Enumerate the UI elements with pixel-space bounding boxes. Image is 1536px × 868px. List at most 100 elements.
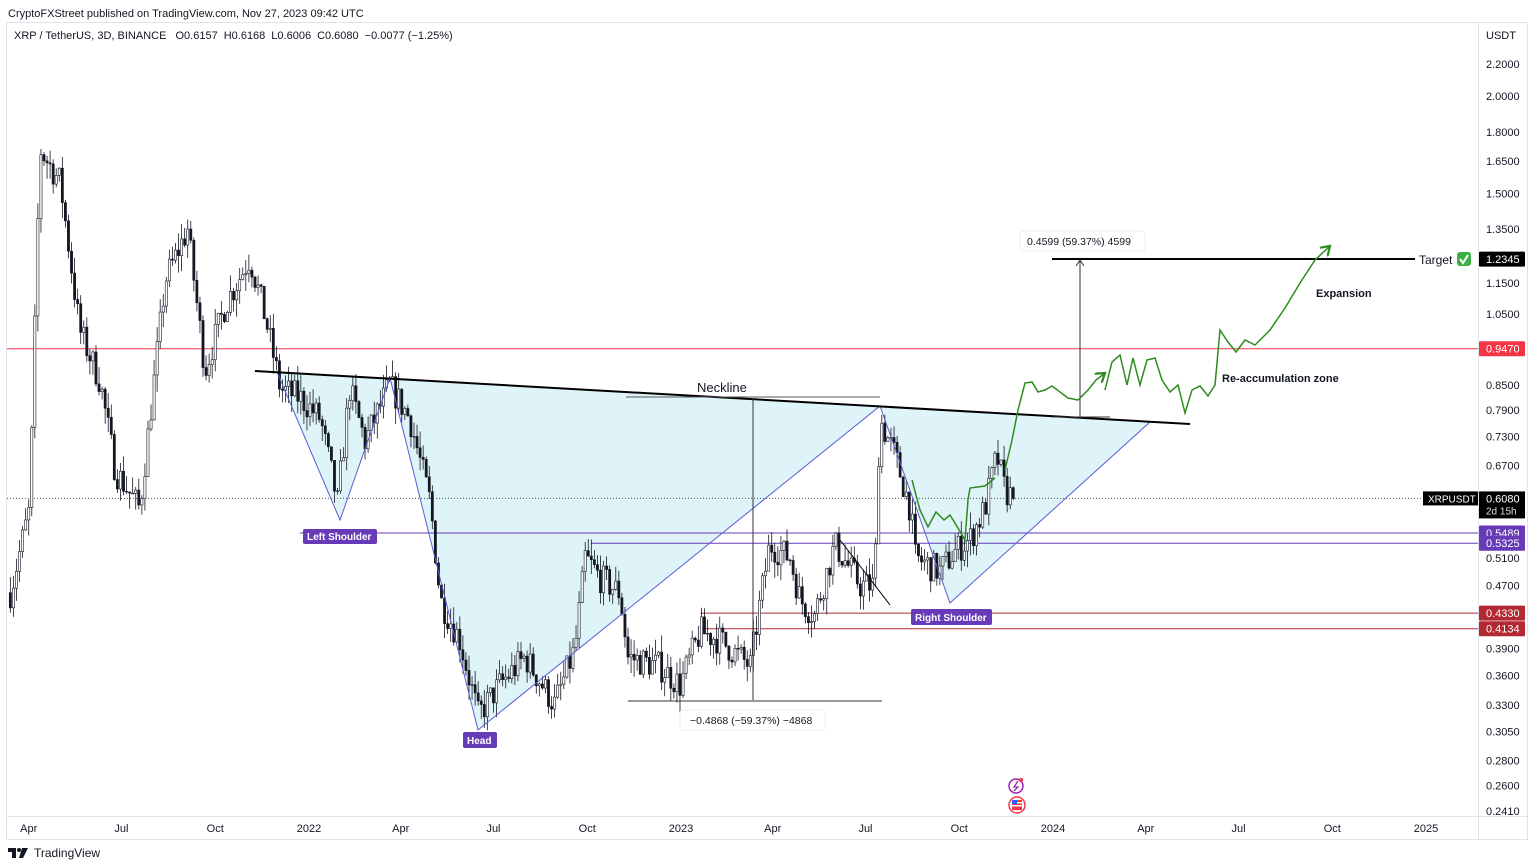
candle [171, 246, 174, 266]
candle-body [216, 312, 220, 325]
candle-body [311, 403, 315, 414]
candle [914, 501, 917, 554]
candle [981, 496, 985, 530]
candle-body [91, 351, 95, 362]
candle-body [125, 490, 128, 493]
candle [886, 435, 890, 442]
candle [932, 549, 936, 582]
measure-up-label: 0.4599 (59.37%) 4599 [1019, 230, 1146, 252]
price-tick-label: 0.2410 [1486, 806, 1520, 818]
candle-body [620, 597, 624, 615]
candle [675, 662, 679, 703]
last-price-tag: 0.6080 2d 15h [1479, 491, 1525, 519]
candle-body [333, 460, 336, 492]
candle [950, 550, 954, 570]
left-shoulder-tag[interactable]: Left Shoulder [303, 529, 377, 544]
candle [8, 577, 12, 613]
candle-body [920, 555, 923, 563]
candle-body [525, 655, 529, 673]
candle [975, 522, 978, 556]
candle-body [874, 543, 878, 579]
candle [470, 676, 474, 700]
candle [767, 534, 771, 572]
candle [131, 477, 135, 495]
candle-body [614, 580, 618, 590]
candle [547, 676, 550, 714]
head-tag[interactable]: Head [463, 732, 497, 748]
candle-body [271, 327, 275, 358]
candle [250, 266, 254, 288]
right-shoulder-tag[interactable]: Right Shoulder [911, 609, 992, 625]
candle-body [984, 502, 988, 515]
candle-body [137, 489, 141, 506]
candle [24, 508, 28, 531]
price-tick-label: 0.5100 [1486, 553, 1520, 565]
candle [580, 566, 584, 604]
candle [235, 283, 239, 317]
time-tick-label: Apr [20, 823, 37, 835]
candle-body [213, 324, 217, 361]
candle [834, 532, 838, 551]
candle [993, 450, 997, 476]
candle-body [819, 598, 823, 601]
candle-body [412, 436, 416, 438]
price-level-value: 0.9470 [1486, 344, 1520, 356]
candle-body [210, 359, 214, 365]
candle [143, 463, 147, 511]
candle-body [513, 665, 517, 677]
candle [755, 615, 758, 651]
time-axis-divider [6, 816, 1528, 817]
candle-body [926, 557, 930, 561]
currency-label[interactable]: USDT [1486, 30, 1516, 42]
measure-up-text: 0.4599 (59.37%) 4599 [1027, 236, 1131, 248]
us-flag-event-icon[interactable] [1008, 796, 1026, 814]
candle [987, 465, 991, 526]
candle-body [641, 650, 645, 675]
candle-body [507, 676, 511, 679]
time-tick-label: 2024 [1041, 823, 1065, 835]
candle [323, 420, 327, 446]
lightning-event-icon[interactable] [1008, 778, 1024, 794]
candle [479, 695, 483, 720]
candle [216, 312, 220, 338]
candle [660, 635, 664, 691]
candle [592, 550, 596, 569]
price-level-value: 0.5325 [1486, 538, 1520, 550]
pattern-fill-main [390, 378, 880, 730]
candle [48, 150, 52, 179]
candle-body [623, 614, 627, 638]
candle [666, 654, 670, 678]
candle-body [987, 477, 991, 515]
candle-body [287, 380, 291, 387]
candle [871, 564, 875, 597]
candle [271, 313, 275, 374]
candle-body [201, 320, 205, 368]
candle [161, 293, 165, 327]
candle-body [485, 692, 489, 718]
candle-body [727, 645, 731, 661]
wedge-trendline [839, 539, 891, 606]
candle [565, 655, 569, 679]
candle [501, 666, 505, 687]
candle [345, 398, 349, 471]
candle [495, 669, 498, 718]
candle [507, 668, 511, 683]
candle-body [592, 559, 596, 565]
candle [923, 549, 926, 571]
candle [813, 610, 816, 629]
candle [415, 424, 419, 455]
candle [706, 619, 709, 642]
candle-body [73, 272, 76, 300]
candle [189, 220, 193, 244]
candle [562, 660, 566, 690]
candle [482, 690, 486, 728]
target-label: Target [1419, 253, 1453, 267]
symbol-title[interactable]: XRP / TetherUS, 3D, BINANCE [14, 30, 167, 42]
candle-body [666, 667, 670, 678]
candle-body [183, 238, 187, 246]
price-tick-label: 2.0000 [1486, 91, 1520, 103]
footer-brand[interactable]: TradingView [8, 846, 100, 860]
candle [519, 641, 523, 670]
time-tick-label: Jul [858, 823, 872, 835]
